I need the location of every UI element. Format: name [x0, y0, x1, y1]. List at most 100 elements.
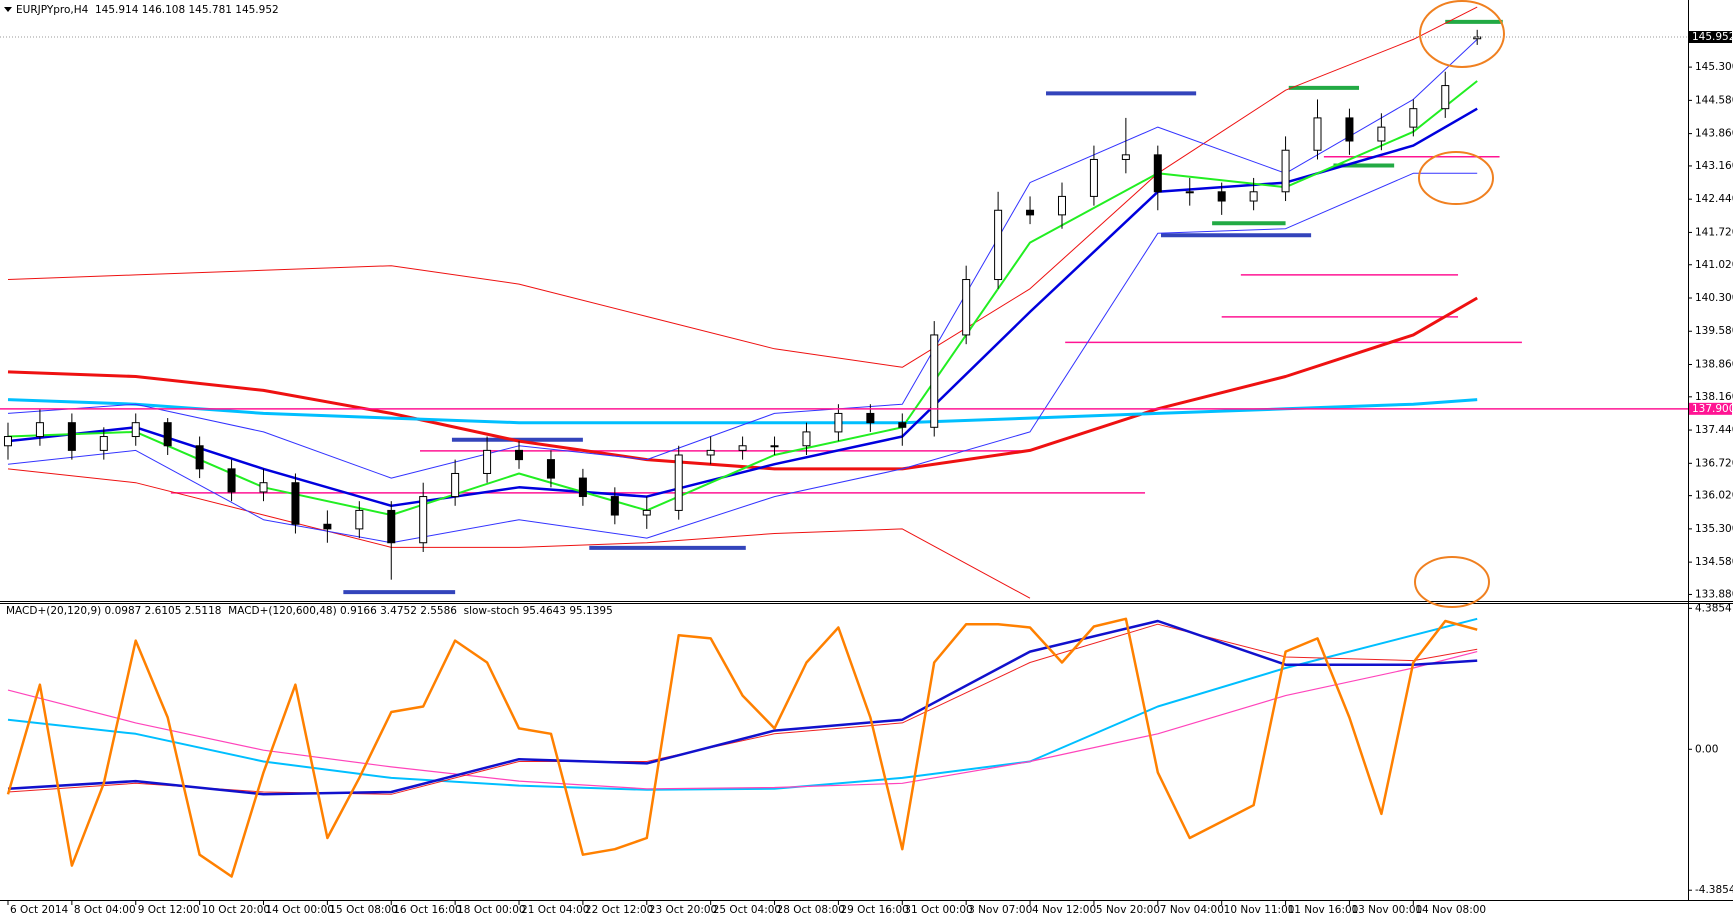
candle-body [1217, 191, 1226, 202]
candle-body [802, 431, 811, 447]
y-tick-label: 145.300 [1695, 61, 1733, 73]
candle-body [866, 412, 875, 424]
indicator-line [7, 468, 1031, 599]
y-tick-label: 143.160 [1695, 160, 1733, 172]
x-tick-label: 25 Oct 04:00 [713, 904, 781, 916]
indicator-title: MACD+(20,120,9) 0.0987 2.6105 2.5118 MAC… [6, 605, 613, 617]
candle-body [642, 509, 651, 516]
x-tick-label: 28 Oct 08:00 [777, 904, 845, 916]
candle-body [67, 422, 76, 451]
price-tag [1689, 31, 1732, 44]
x-tick-label: 16 Oct 16:00 [393, 904, 461, 916]
y-tick-label: 135.300 [1695, 523, 1733, 535]
x-tick-label: 4 Nov 12:00 [1032, 904, 1096, 916]
plot-area [6, 617, 1478, 878]
y-tick-label: 141.020 [1695, 259, 1733, 271]
candle-body [674, 454, 683, 511]
x-tick-label: 15 Oct 08:00 [329, 904, 397, 916]
y-tick-label: 140.300 [1695, 292, 1733, 304]
y-tick-label: 144.580 [1695, 94, 1733, 106]
candle-body [451, 472, 460, 498]
price-tag-label: 137.900 [1692, 403, 1733, 415]
y-tick-label: 138.860 [1695, 358, 1733, 370]
price-tag [1689, 402, 1732, 415]
candle-body [770, 445, 779, 448]
candle-body [387, 509, 396, 544]
candle-body [323, 523, 332, 530]
x-tick-label: 13 Nov 00:00 [1351, 904, 1422, 916]
candle-body [1026, 209, 1035, 216]
highlight-circle [1414, 556, 1490, 608]
x-tick-label: 18 Oct 00:00 [457, 904, 525, 916]
x-tick-label: 6 Oct 2014 [10, 904, 69, 916]
candle-body [35, 422, 44, 438]
price-tag-label: 145.952 [1692, 31, 1733, 43]
x-tick-label: 11 Nov 16:00 [1288, 904, 1359, 916]
candle-body [738, 445, 747, 451]
chart-title: EURJPYpro,H4 145.914 146.108 145.781 145… [16, 4, 279, 16]
y-tick-label: 136.720 [1695, 457, 1733, 469]
y-tick-label: 143.860 [1695, 128, 1733, 140]
x-tick-label: 21 Oct 04:00 [521, 904, 589, 916]
highlight-circle [1418, 151, 1494, 205]
candle-body [1345, 117, 1354, 142]
candle-body [163, 422, 172, 447]
y-tick-label: 4.3854 [1695, 602, 1732, 614]
candle-body [1153, 154, 1162, 193]
candle-body [578, 477, 587, 498]
y-tick-label: 141.720 [1695, 226, 1733, 238]
x-tick-label: 22 Oct 12:00 [585, 904, 653, 916]
y-tick-label: 142.440 [1695, 193, 1733, 205]
candle-body [227, 468, 236, 493]
indicator-line [7, 6, 1478, 368]
candle-body [962, 279, 971, 336]
candle-body [515, 449, 524, 461]
x-tick-label: 8 Oct 04:00 [74, 904, 136, 916]
candle-body [3, 436, 12, 447]
x-tick-label: 10 Oct 20:00 [202, 904, 270, 916]
indicator-line [7, 619, 1478, 796]
symbol-menu-arrow[interactable] [4, 7, 12, 12]
y-tick-label: 134.580 [1695, 556, 1733, 568]
x-tick-label: 14 Nov 08:00 [1415, 904, 1486, 916]
candle-body [1089, 158, 1098, 197]
y-tick-label: 0.00 [1695, 743, 1718, 755]
highlight-circle [1419, 0, 1505, 68]
candle-body [1409, 108, 1418, 128]
candle-body [99, 436, 108, 451]
x-tick-label: 9 Oct 12:00 [138, 904, 200, 916]
x-tick-label: 3 Nov 07:00 [968, 904, 1032, 916]
plot-area [3, 6, 1522, 599]
x-tick-label: 5 Nov 20:00 [1096, 904, 1160, 916]
candle-body [1121, 154, 1130, 160]
candle-body [706, 449, 715, 456]
candle-body [195, 445, 204, 470]
candle-body [291, 482, 300, 525]
x-tick-label: 14 Oct 00:00 [266, 904, 334, 916]
candle-body [1057, 195, 1066, 216]
candle-body [1185, 191, 1194, 194]
candle-body [1377, 126, 1386, 142]
candle-body [483, 449, 492, 474]
y-tick-label: 136.020 [1695, 490, 1733, 502]
y-tick-label: 138.160 [1695, 391, 1733, 403]
y-tick-label: 133.880 [1695, 588, 1733, 600]
indicator-line [7, 651, 1478, 790]
indicator-line [7, 617, 1478, 791]
candle-body [355, 509, 364, 530]
candle-body [610, 496, 619, 516]
candle-body [259, 482, 268, 493]
y-tick-label: 137.440 [1695, 424, 1733, 436]
candle-body [546, 459, 555, 479]
x-tick-label: 29 Oct 16:00 [840, 904, 908, 916]
y-tick-label: 139.580 [1695, 325, 1733, 337]
candle-body [1281, 149, 1290, 193]
y-tick-label: -4.3854 [1695, 884, 1733, 896]
candle-body [1249, 191, 1258, 202]
x-tick-label: 10 Nov 11:00 [1224, 904, 1295, 916]
candle-body [898, 422, 907, 428]
indicator-line [6, 617, 1478, 878]
x-tick-label: 31 Oct 00:00 [904, 904, 972, 916]
